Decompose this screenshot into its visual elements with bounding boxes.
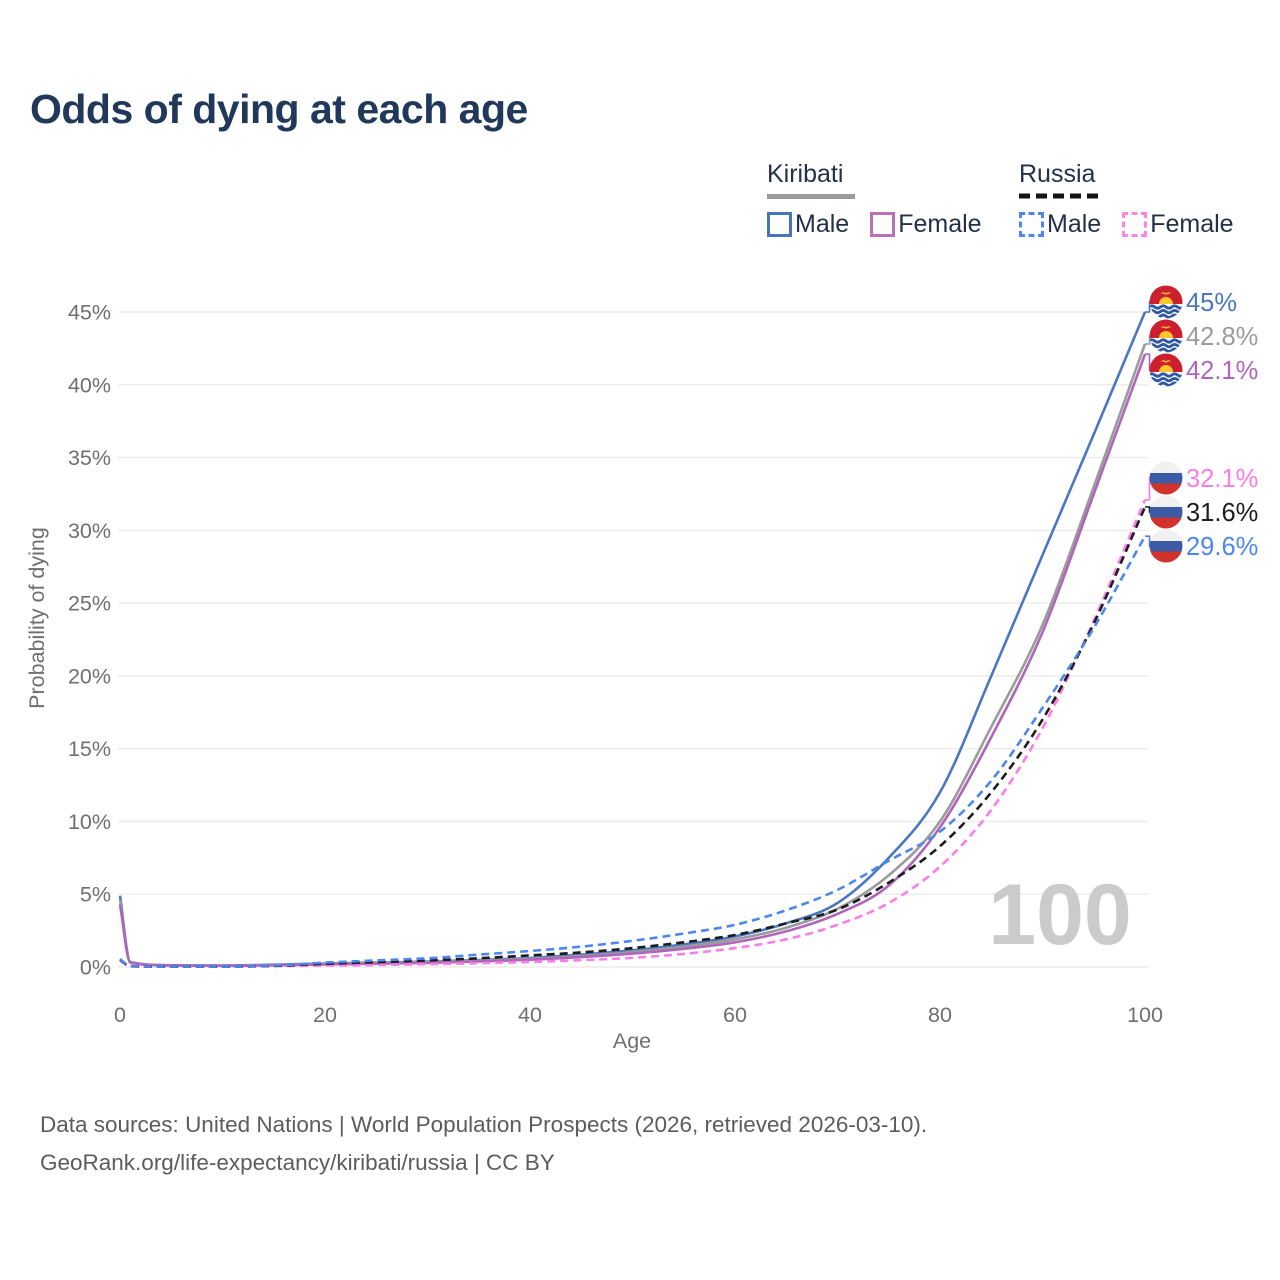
legend-label: Male [1047,210,1102,238]
y-axis-title: Probability of dying [25,527,49,709]
x-tick: 0 [114,1003,126,1027]
end-labels: 45% 42.8% 42.1% 32.1% 31.6% 29.6% [1145,285,1258,563]
y-tick: 35% [68,446,111,470]
kiribati-flag-icon [1149,353,1183,387]
gridlines [118,311,1148,968]
legend-country-kiribati: Kiribati [767,160,844,188]
x-tick: 40 [518,1003,542,1027]
russia-flag-icon [1149,495,1183,529]
legend-item-russia-female[interactable]: Female [1122,210,1234,239]
source-line-1: Data sources: United Nations | World Pop… [40,1112,928,1137]
y-tick: 25% [68,592,111,616]
kiribati-flag-icon [1149,285,1183,319]
x-tick: 80 [928,1003,952,1027]
legend-group-russia: Russia Male Female [1019,160,1255,239]
kiribati-female-checkbox[interactable] [870,212,896,237]
y-tick: 30% [68,519,111,543]
x-tick: 100 [1127,1003,1163,1027]
x-tick: 60 [723,1003,747,1027]
russia-flag-icon [1149,461,1183,495]
legend-label: Female [1150,210,1234,238]
russia-dashed-line-sample [1019,193,1103,199]
series-line-russia-both-sexes[interactable] [119,506,1147,968]
end-value-label: 31.6% [1186,499,1258,527]
legend-item-russia-male[interactable]: Male [1019,210,1101,239]
legend-item-kiribati-female[interactable]: Female [870,210,982,239]
legend-label: Male [795,210,850,238]
russia-male-checkbox[interactable] [1019,212,1044,237]
x-axis-title: Age [613,1029,651,1053]
y-tick: 20% [68,664,111,688]
legend-country-russia: Russia [1019,160,1096,188]
kiribati-male-checkbox[interactable] [767,212,792,237]
russia-flag-icon [1149,529,1183,563]
y-axis-tick-labels: 0% 5% 10% 15% 20% 25% 30% 35% 40% 45% [68,301,111,980]
end-value-label: 32.1% [1186,465,1258,493]
end-value-label: 42.8% [1186,323,1258,351]
page-title: Odds of dying at each age [30,86,528,132]
kiribati-flag-icon [1149,319,1183,353]
source-line-2: GeoRank.org/life-expectancy/kiribati/rus… [40,1150,555,1175]
end-value-label: 29.6% [1186,533,1258,561]
legend-label: Female [898,210,982,238]
legend-item-kiribati-male[interactable]: Male [767,210,849,239]
y-tick: 45% [68,301,111,325]
age-watermark: 100 [988,867,1132,963]
y-tick: 15% [68,737,111,761]
x-tick: 20 [313,1003,337,1027]
end-value-label: 42.1% [1186,357,1258,385]
y-tick: 40% [68,373,111,397]
y-tick: 5% [80,883,111,907]
end-value-label: 45% [1186,289,1237,317]
data-source-note: Data sources: United Nations | World Pop… [40,1106,927,1182]
legend-group-kiribati: Kiribati Male Female [767,160,1003,239]
russia-female-checkbox[interactable] [1122,212,1148,237]
series-lines [118,311,1147,968]
x-axis-tick-labels: 0 20 40 60 80 100 [114,1003,1163,1027]
y-tick: 0% [80,956,111,980]
y-tick: 10% [68,810,111,834]
series-line-russia-female[interactable] [119,499,1147,968]
kiribati-solid-line-sample [767,194,855,199]
